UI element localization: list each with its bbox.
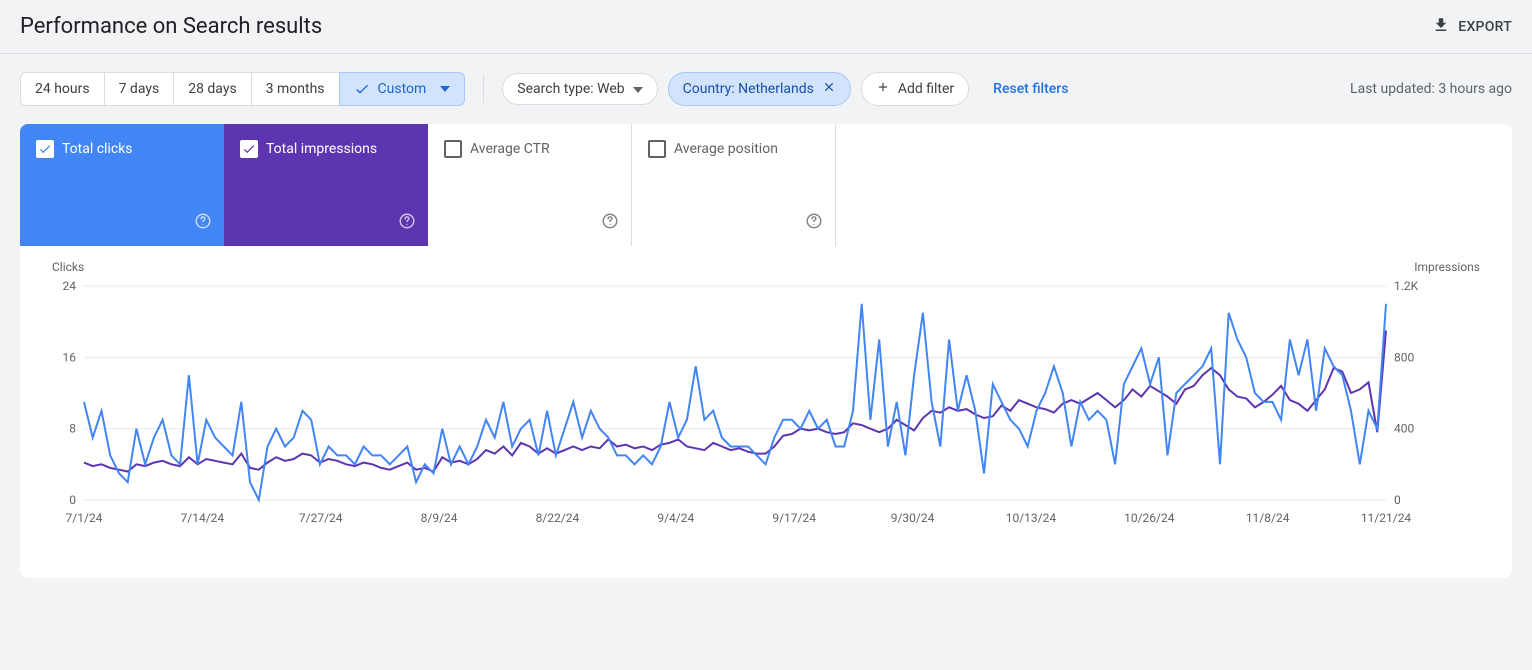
plus-icon — [876, 80, 890, 98]
date-range-segmented: 24 hours7 days28 days3 monthsCustom — [20, 72, 465, 106]
metric-tab-label: Total clicks — [62, 141, 133, 157]
svg-text:16: 16 — [63, 350, 77, 364]
dropdown-icon — [440, 86, 450, 92]
metric-tab-clicks[interactable]: Total clicks — [20, 124, 224, 246]
svg-text:9/4/24: 9/4/24 — [657, 511, 694, 525]
metric-tab-position[interactable]: Average position — [632, 124, 836, 246]
export-button[interactable]: EXPORT — [1432, 16, 1512, 38]
svg-text:24: 24 — [63, 279, 77, 293]
svg-text:10/13/24: 10/13/24 — [1006, 511, 1057, 525]
left-axis-title: Clicks — [52, 260, 84, 274]
add-filter-label: Add filter — [898, 81, 954, 97]
dropdown-icon — [633, 81, 643, 97]
help-icon[interactable] — [194, 212, 212, 234]
svg-text:0: 0 — [1394, 493, 1401, 507]
country-chip[interactable]: Country: Netherlands — [668, 72, 851, 106]
help-icon[interactable] — [601, 212, 619, 234]
date-range-7-days[interactable]: 7 days — [104, 72, 174, 106]
svg-text:8/22/24: 8/22/24 — [536, 511, 580, 525]
svg-text:10/26/24: 10/26/24 — [1124, 511, 1175, 525]
last-updated: Last updated: 3 hours ago — [1350, 81, 1512, 97]
help-icon[interactable] — [805, 212, 823, 234]
svg-text:9/30/24: 9/30/24 — [891, 511, 935, 525]
metric-tab-label: Total impressions — [266, 141, 377, 157]
add-filter-chip[interactable]: Add filter — [861, 72, 969, 106]
metric-tab-label: Average CTR — [470, 141, 550, 157]
divider — [483, 75, 484, 103]
svg-text:7/27/24: 7/27/24 — [299, 511, 343, 525]
performance-chart: 0 8 16 24 0 400 800 1.2K 7/1/24 7/14/24 7/27/24 8/9… — [50, 274, 1470, 558]
metric-tab-impressions[interactable]: Total impressions — [224, 124, 428, 246]
svg-text:11/8/24: 11/8/24 — [1246, 511, 1290, 525]
svg-text:11/21/24: 11/21/24 — [1361, 511, 1412, 525]
close-icon[interactable] — [822, 80, 836, 98]
date-range-28-days[interactable]: 28 days — [173, 72, 250, 106]
svg-text:9/17/24: 9/17/24 — [772, 511, 816, 525]
checkbox-checked-icon — [36, 140, 54, 158]
svg-text:0: 0 — [69, 493, 76, 507]
checkbox-unchecked-icon — [444, 140, 462, 158]
page-title: Performance on Search results — [20, 14, 322, 39]
svg-text:1.2K: 1.2K — [1394, 279, 1419, 293]
date-range-3-months[interactable]: 3 months — [251, 72, 339, 106]
date-range-custom[interactable]: Custom — [339, 72, 466, 106]
svg-text:8: 8 — [69, 422, 76, 436]
reset-filters-link[interactable]: Reset filters — [993, 81, 1068, 97]
download-icon — [1432, 16, 1450, 38]
search-type-chip[interactable]: Search type: Web — [502, 73, 657, 105]
check-icon — [354, 81, 370, 97]
metric-tab-label: Average position — [674, 141, 778, 157]
checkbox-checked-icon — [240, 140, 258, 158]
export-label: EXPORT — [1458, 19, 1512, 35]
date-range-24-hours[interactable]: 24 hours — [20, 72, 104, 106]
country-label: Country: Netherlands — [683, 81, 814, 97]
help-icon[interactable] — [398, 212, 416, 234]
metric-tab-ctr[interactable]: Average CTR — [428, 124, 632, 246]
chart-card: Total clicks Total impressions Average CTR… — [20, 124, 1512, 578]
svg-text:7/1/24: 7/1/24 — [66, 511, 103, 525]
svg-text:7/14/24: 7/14/24 — [181, 511, 225, 525]
svg-text:400: 400 — [1394, 422, 1414, 436]
right-axis-title: Impressions — [1414, 260, 1480, 274]
search-type-label: Search type: Web — [517, 81, 624, 97]
svg-text:800: 800 — [1394, 350, 1414, 364]
metric-tabs: Total clicks Total impressions Average CTR… — [20, 124, 1512, 246]
svg-text:8/9/24: 8/9/24 — [421, 511, 458, 525]
checkbox-unchecked-icon — [648, 140, 666, 158]
